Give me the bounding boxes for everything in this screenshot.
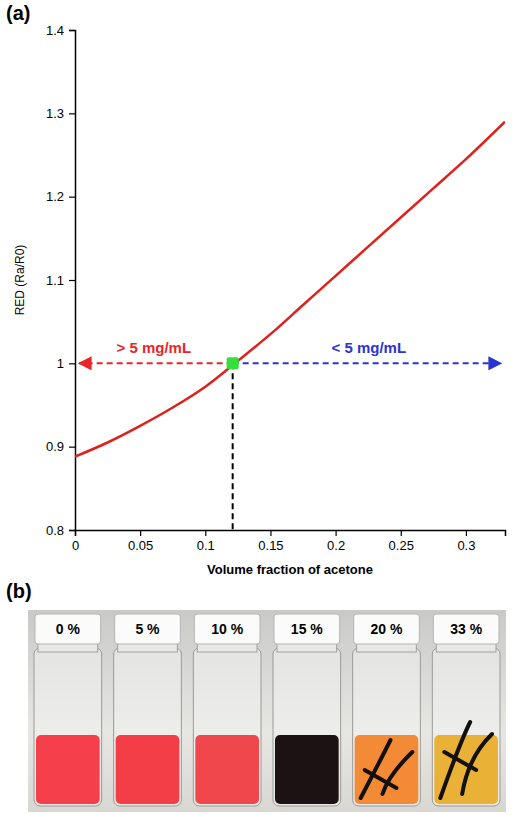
y-tick-mark (69, 530, 75, 531)
vial-glass (114, 648, 182, 806)
threshold-point (227, 357, 239, 369)
plot-area (75, 122, 505, 457)
x-tick: 0.25 (389, 530, 414, 553)
photo-background (28, 610, 506, 812)
x-tick-label: 0.05 (128, 538, 153, 553)
y-tick: 1.1 (46, 273, 75, 288)
y-tick: 1.2 (46, 189, 75, 204)
vial-cap (115, 614, 181, 644)
y-tick: 1 (57, 356, 75, 371)
x-tick-mark (140, 530, 141, 536)
vial-liquid (195, 735, 259, 804)
y-axis-line (69, 31, 76, 531)
y-tick: 1.3 (46, 106, 75, 121)
vial-glass (34, 648, 102, 806)
y-tick-mark (69, 30, 75, 31)
vial-glass (193, 648, 261, 806)
y-tick-label: 0.9 (46, 439, 64, 454)
vial-glass (432, 648, 500, 806)
y-tick-label: 1.3 (46, 106, 64, 121)
x-tick-mark (205, 530, 206, 536)
x-axis-title: Volume fraction of acetone (207, 562, 373, 577)
figure: (a) 0 0.05 0.1 0.15 0.2 0.25 0.3 0.8 0.9 1 1.1 1.2 1.… (0, 0, 531, 815)
x-tick-mark (336, 530, 337, 536)
x-tick: 0.15 (258, 530, 283, 553)
annotations: > 5 mg/mL < 5 mg/mL (79, 339, 501, 530)
x-tick-label: 0.3 (457, 538, 475, 553)
y-tick-mark (69, 280, 75, 281)
y-tick-label: 1.2 (46, 189, 64, 204)
x-axis-line (76, 531, 506, 537)
annotation-arrow (233, 362, 501, 364)
vial-liquid (355, 735, 419, 804)
vial-cap (274, 614, 340, 644)
vial: 0 % (34, 614, 102, 806)
vial-label: 33 % (450, 621, 482, 637)
vial-flake (365, 770, 397, 788)
x-tick-label: 0.25 (389, 538, 414, 553)
y-tick-label: 1 (57, 356, 64, 371)
y-axis-title: RED (Ra/R0) (13, 245, 27, 316)
vial-label: 0 % (56, 621, 81, 637)
annotation-label: < 5 mg/mL (332, 339, 407, 356)
y-tick-mark (69, 197, 75, 198)
panel-label: (b) (6, 580, 32, 602)
x-tick: 0.3 (457, 530, 475, 553)
vials: 0 % 5 % 10 % 15 % 20 % 33 % (34, 614, 500, 806)
vial-label: 10 % (211, 621, 243, 637)
x-tick-label: 0.15 (258, 538, 283, 553)
vial-cap (194, 614, 260, 644)
y-tick-mark (69, 447, 75, 448)
series-line (75, 122, 505, 457)
x-axis: 0 0.05 0.1 0.15 0.2 0.25 0.3 (72, 530, 506, 553)
vial-cap (35, 614, 101, 644)
y-tick-label: 1.1 (46, 273, 64, 288)
y-tick-label: 0.8 (46, 523, 64, 538)
x-tick-mark (466, 530, 467, 536)
vial-glass (273, 648, 341, 806)
vial: 5 % (114, 614, 182, 806)
x-tick: 0.2 (327, 530, 345, 553)
x-tick-label: 0.2 (327, 538, 345, 553)
y-tick: 0.9 (46, 439, 75, 454)
x-tick-label: 0.1 (197, 538, 215, 553)
y-tick-mark (69, 113, 75, 114)
y-tick: 0.8 (46, 523, 75, 538)
x-tick-mark (401, 530, 402, 536)
vial: 20 % (353, 614, 421, 806)
vial: 33 % (432, 614, 500, 806)
panel-label: (a) (6, 2, 30, 24)
vial-cap (354, 614, 420, 644)
vial-label: 5 % (135, 621, 160, 637)
y-tick: 1.4 (46, 23, 75, 38)
y-axis: 0.8 0.9 1 1.1 1.2 1.3 1.4 (46, 23, 76, 538)
vial-label: 20 % (371, 621, 403, 637)
vial-cap (433, 614, 499, 644)
annotation-arrow (79, 362, 233, 364)
x-tick: 0.1 (197, 530, 215, 553)
vial-liquid (116, 735, 180, 804)
annotation-label: > 5 mg/mL (117, 339, 192, 356)
x-tick-mark (270, 530, 271, 536)
drop-line (232, 363, 234, 530)
x-tick: 0.05 (128, 530, 153, 553)
vial: 15 % (273, 614, 341, 806)
vial-liquid (36, 735, 100, 804)
vial: 10 % (193, 614, 261, 806)
vial-flake (444, 752, 476, 770)
vial-label: 15 % (291, 621, 323, 637)
x-tick: 0 (72, 530, 79, 553)
y-tick-mark (69, 363, 75, 364)
vial-liquid (275, 735, 339, 804)
y-tick-label: 1.4 (46, 23, 64, 38)
vial-glass (353, 648, 421, 806)
x-tick-label: 0 (72, 538, 79, 553)
